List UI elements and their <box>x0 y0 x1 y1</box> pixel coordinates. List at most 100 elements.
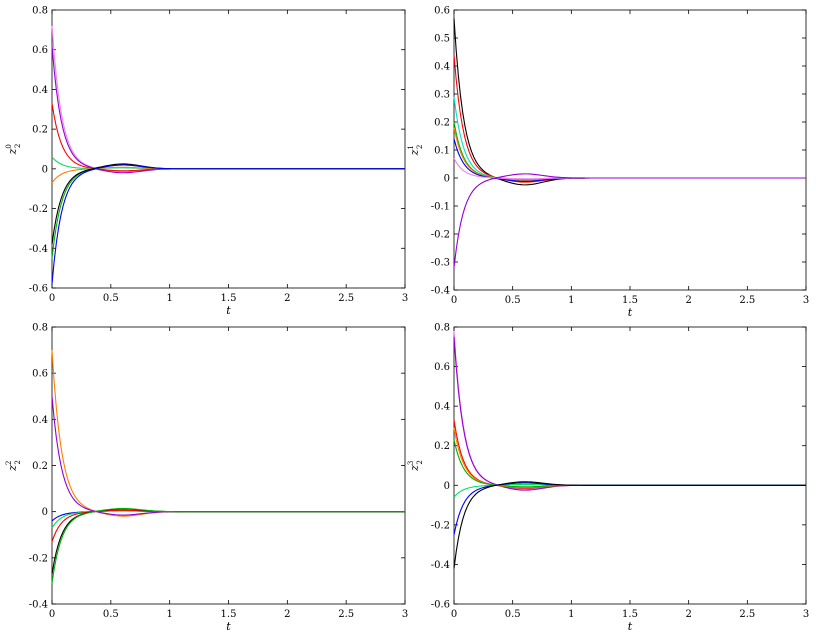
series-line-4 <box>453 439 806 488</box>
y-tick-label: -0.4 <box>431 286 450 297</box>
plot-area <box>51 326 406 605</box>
y-tick-label: 0 <box>42 164 48 175</box>
y-tick-label: 0.3 <box>434 90 450 101</box>
chart-panel-1: 0 0.5 1 1.5 2 2.5 3 -0.4 -0.3 -0.2 -0.1 0 0.1 0.2 0.3 0… <box>407 6 809 320</box>
y-axis-label: z02 <box>5 144 22 156</box>
series-line-1 <box>51 45 405 174</box>
series-line-2 <box>453 96 806 182</box>
x-tick-label: 3 <box>402 609 408 620</box>
x-tick-label: 0 <box>451 609 457 620</box>
y-tick-label: -0.4 <box>29 244 48 255</box>
y-tick-label: -0.6 <box>29 284 48 295</box>
y-tick-label: 0.4 <box>32 415 48 426</box>
chart-panel-0: 0 0.5 1 1.5 2 2.5 3 -0.6 -0.4 -0.2 0 0.2 0.4 0.6 0.8 t z… <box>5 6 408 318</box>
series-line-6 <box>51 507 405 584</box>
x-tick-label: 0.5 <box>505 609 521 620</box>
x-tick-label: 1.5 <box>221 609 237 620</box>
series-line-6 <box>453 482 806 535</box>
series-line-0 <box>453 330 806 490</box>
y-tick-label: 0.1 <box>434 146 450 157</box>
x-tick-label: 0.5 <box>103 609 119 620</box>
x-tick-label: 0.5 <box>103 293 119 304</box>
series-line-0 <box>453 18 806 186</box>
series-line-2 <box>51 510 405 522</box>
y-tick-label: 0.2 <box>32 461 48 472</box>
y-tick-label: -0.3 <box>431 258 450 269</box>
y-tick-label: 0.4 <box>32 85 48 96</box>
x-tick-label: 1 <box>166 293 172 304</box>
x-tick-label: 3 <box>803 295 809 306</box>
x-axis-label: t <box>628 620 633 633</box>
y-tick-label: 0 <box>42 507 48 518</box>
series-line-0 <box>51 25 405 173</box>
y-tick-label: 0.2 <box>32 125 48 136</box>
x-axis-label: t <box>226 304 231 317</box>
series-line-5 <box>453 138 806 182</box>
x-tick-label: 0.5 <box>505 295 521 306</box>
x-tick-label: 0 <box>49 293 55 304</box>
y-tick-label: 0.8 <box>434 323 450 334</box>
x-tick-label: 2.5 <box>739 295 755 306</box>
series-line-3 <box>453 121 806 180</box>
x-tick-label: 2.5 <box>338 293 354 304</box>
y-tick-label: -0.6 <box>431 600 450 611</box>
series-line-4 <box>51 509 405 542</box>
y-tick-label: 0.5 <box>434 34 450 45</box>
y-axis-label: z12 <box>407 145 424 157</box>
x-tick-label: 1 <box>568 609 574 620</box>
series-line-1 <box>51 396 405 516</box>
y-tick-label: -0.2 <box>29 204 48 215</box>
x-tick-label: 0 <box>451 295 457 306</box>
x-axis-label: t <box>628 306 633 319</box>
y-tick-label: 0.8 <box>32 6 48 17</box>
series-line-1 <box>453 54 806 183</box>
series-line-7 <box>453 481 806 569</box>
y-tick-label: 0 <box>444 174 450 185</box>
y-axis-label: z32 <box>407 460 424 472</box>
series-line-3 <box>453 427 806 489</box>
series-line-5 <box>51 508 405 575</box>
x-tick-label: 1 <box>568 295 574 306</box>
series-line-7 <box>453 173 806 268</box>
series-line-2 <box>51 103 405 172</box>
y-tick-label: 0.4 <box>434 62 450 73</box>
y-tick-label: -0.2 <box>29 553 48 564</box>
plot-area <box>51 9 406 289</box>
x-axis-label: t <box>226 620 231 633</box>
y-tick-label: -0.4 <box>29 600 48 611</box>
x-tick-label: 1.5 <box>622 609 638 620</box>
series-line-6 <box>51 163 405 245</box>
x-tick-label: 2 <box>284 609 290 620</box>
x-tick-label: 2.5 <box>338 609 354 620</box>
y-tick-label: 0.6 <box>434 6 450 17</box>
series-line-7 <box>51 164 405 285</box>
x-tick-label: 2 <box>685 295 691 306</box>
y-tick-label: 0.2 <box>434 118 450 129</box>
series-line-5 <box>51 164 405 259</box>
x-tick-label: 1.5 <box>622 295 638 306</box>
x-tick-label: 3 <box>803 609 809 620</box>
x-tick-label: 2 <box>284 293 290 304</box>
y-tick-label: -0.1 <box>431 202 450 213</box>
series-line-2 <box>453 419 806 489</box>
y-tick-label: 0.8 <box>32 323 48 334</box>
series-line-1 <box>453 336 806 491</box>
y-tick-label: 0.6 <box>32 369 48 380</box>
y-tick-label: 0 <box>444 481 450 492</box>
x-tick-label: 0 <box>49 609 55 620</box>
x-tick-label: 1.5 <box>221 293 237 304</box>
y-tick-label: -0.2 <box>431 230 450 241</box>
plot-area <box>453 326 807 605</box>
series-line-4 <box>453 127 806 181</box>
y-tick-label: 0.4 <box>434 402 450 413</box>
y-tick-label: 0.6 <box>32 45 48 56</box>
plot-area <box>453 9 807 291</box>
y-tick-label: 0.2 <box>434 441 450 452</box>
chart-panel-3: 0 0.5 1 1.5 2 2.5 3 -0.6 -0.4 -0.2 0 0.2 0.4 0.6 0.8 t z… <box>407 323 809 634</box>
x-tick-label: 1 <box>166 609 172 620</box>
chart-panel-2: 0 0.5 1 1.5 2 2.5 3 -0.4 -0.2 0 0.2 0.4 0.6 0.8 t z22 <box>5 323 408 634</box>
y-tick-label: 0.6 <box>434 362 450 373</box>
x-tick-label: 2 <box>685 609 691 620</box>
y-tick-label: -0.4 <box>431 560 450 571</box>
